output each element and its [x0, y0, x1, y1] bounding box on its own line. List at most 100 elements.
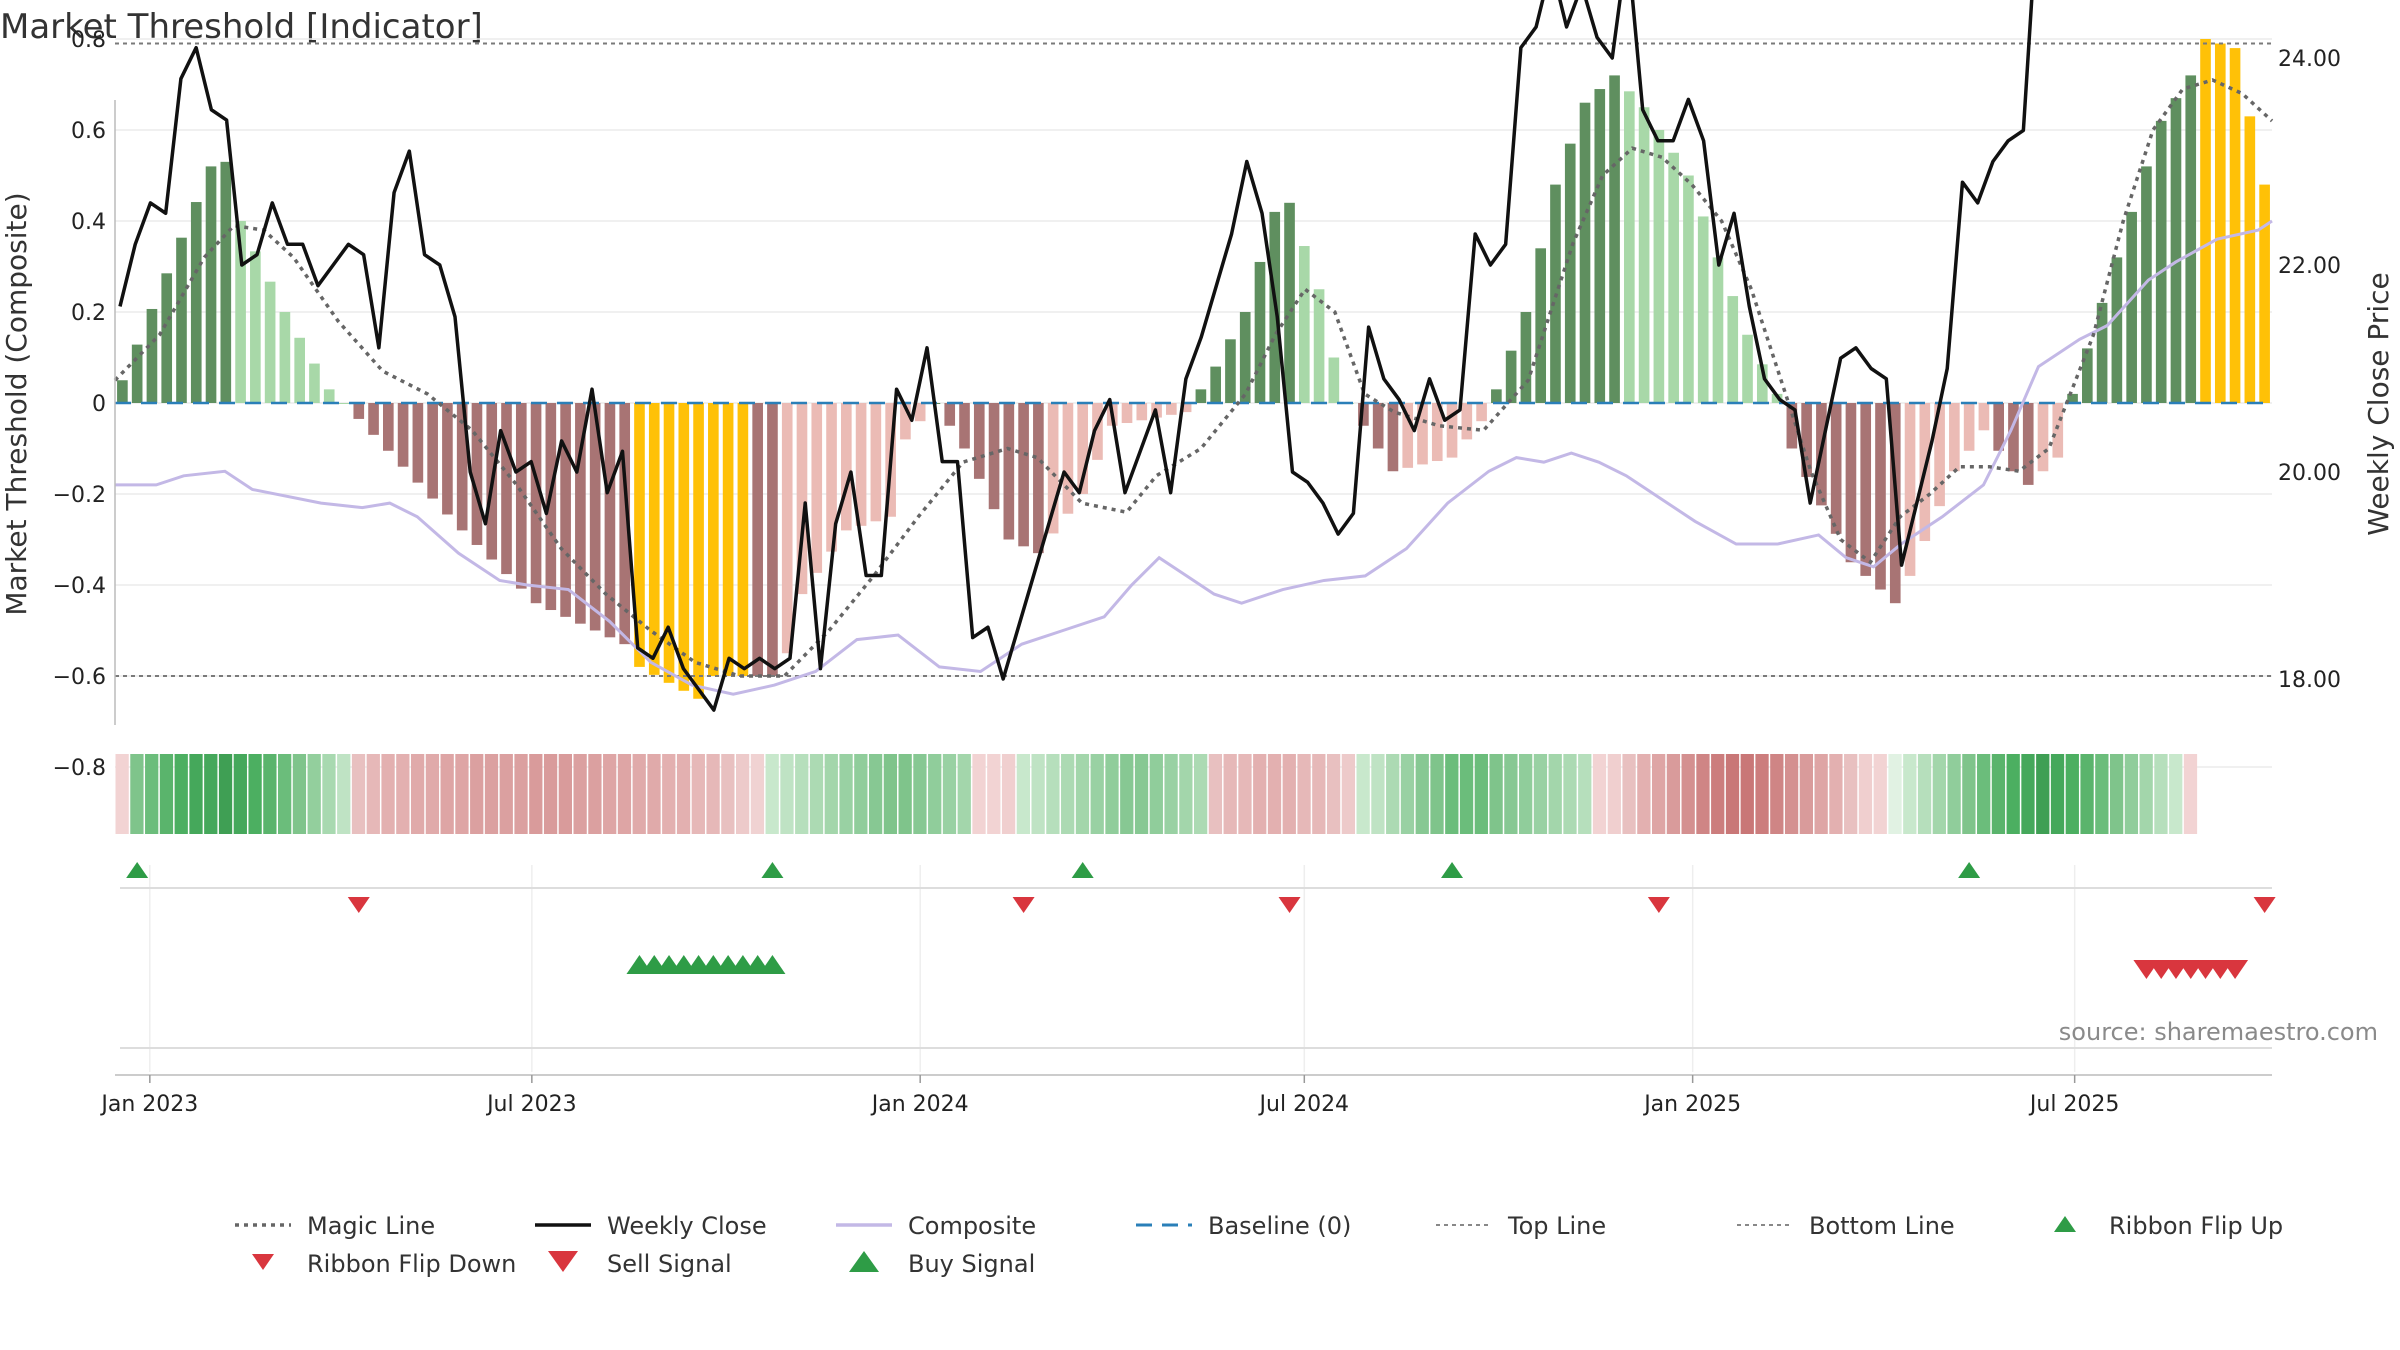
legend-label: Buy Signal: [908, 1250, 1035, 1278]
bar-week-116: [1830, 403, 1842, 534]
ribbon-cell-34: [617, 754, 632, 834]
ribbon-cell-35: [632, 754, 646, 834]
bar-week-108: [1712, 257, 1724, 403]
ribbon-cell-92: [1474, 754, 1488, 834]
bar-week-3: [161, 273, 173, 403]
ribbon-cell-50: [854, 754, 868, 834]
y-tick-label-8: −0.8: [53, 756, 106, 781]
ribbon-cell-95: [1519, 754, 1533, 834]
ribbon-flip-up-1: [761, 862, 784, 878]
bar-week-104: [1653, 130, 1665, 403]
ribbon-cell-59: [987, 754, 1001, 834]
ribbon-cell-55: [928, 754, 942, 834]
y2-axis-label: Weekly Close Price: [2362, 272, 2395, 535]
composite-line: [115, 219, 2273, 696]
ribbon-cell-27: [514, 754, 528, 834]
bar-week-8: [235, 221, 246, 403]
legend-item-baseline-0: Baseline (0): [1136, 1212, 1351, 1240]
legend-item-sell-signal: Sell Signal: [548, 1250, 732, 1278]
ribbon-cell-71: [1164, 754, 1178, 834]
ribbon-cell-67: [1105, 754, 1119, 834]
ribbon-strip: [115, 754, 2198, 834]
ribbon-cell-2: [145, 754, 159, 834]
ribbon-cell-109: [1725, 754, 1740, 834]
y-tick-label-3: 0.2: [71, 301, 106, 326]
bar-week-12: [294, 337, 305, 403]
bar-week-94: [1505, 350, 1517, 403]
ribbon-cell-21: [425, 754, 440, 834]
ribbon-cell-72: [1179, 754, 1193, 834]
source-note: source: sharemaestro.com: [2059, 1018, 2378, 1046]
bar-week-90: [1446, 403, 1458, 458]
bar-week-137: [2141, 166, 2152, 403]
bar-week-66: [1092, 403, 1103, 460]
legend-item-top-line: Top Line: [1436, 1212, 1606, 1240]
bar-week-61: [1018, 403, 1029, 547]
bar-week-106: [1683, 175, 1694, 403]
x-tick-label-1: Jul 2023: [485, 1092, 577, 1117]
ribbon-cell-137: [2139, 754, 2153, 834]
ribbon-cell-39: [691, 754, 705, 834]
bar-week-74: [1210, 366, 1221, 403]
bar-week-93: [1491, 389, 1502, 403]
ribbon-cell-88: [1415, 754, 1429, 834]
bar-week-53: [900, 403, 911, 440]
ribbon-cell-89: [1430, 754, 1444, 834]
ribbon-cell-126: [1977, 754, 1991, 834]
ribbon-cell-64: [1061, 754, 1075, 834]
ribbon-cell-12: [292, 754, 307, 834]
bar-week-79: [1284, 202, 1295, 403]
ribbon-cell-54: [913, 754, 927, 834]
ribbon-cell-6: [204, 754, 218, 834]
bar-week-119: [1875, 403, 1886, 590]
y-axis-left: 0.8 0.6 0.4 0.2 0 −0.2 −0.4 −0.6 −0.8: [53, 28, 116, 781]
ribbon-cell-23: [455, 754, 469, 834]
bar-week-75: [1225, 339, 1236, 403]
x-axis: Jan 2023 Jul 2023 Jan 2024 Jul 2024 Jan 2025…: [99, 1074, 2272, 1117]
bar-week-126: [1978, 403, 1990, 431]
x-tick-label-3: Jul 2024: [1258, 1092, 1350, 1117]
ribbon-cell-28: [529, 754, 543, 834]
ribbon-cell-8: [233, 754, 247, 834]
ribbon-cell-81: [1312, 754, 1326, 834]
ribbon-flip-up-0: [126, 862, 149, 878]
ribbon-flip-up-2: [1071, 862, 1094, 878]
bar-week-6: [205, 166, 217, 403]
weekly-close-line: [118, 0, 2034, 712]
ribbon-cell-115: [1814, 754, 1828, 834]
bar-week-30: [560, 403, 571, 617]
legend-item-magic-line: Magic Line: [235, 1212, 435, 1240]
y2-tick-label-3: 22.00: [2278, 254, 2341, 279]
x-tick-label-4: Jan 2025: [1642, 1092, 1741, 1117]
bar-week-127: [1993, 403, 2005, 451]
ribbon-cell-26: [499, 754, 513, 834]
legend-item-buy-signal: Buy Signal: [849, 1250, 1035, 1278]
bar-week-19: [397, 403, 409, 467]
y2-tick-label-2: 24.00: [2278, 47, 2341, 72]
y-tick-label-0: 0.8: [71, 28, 106, 53]
ribbon-cell-60: [1001, 754, 1016, 834]
ribbon-cell-111: [1755, 754, 1769, 834]
y2-tick-label-5: 18.00: [2278, 668, 2341, 693]
bar-week-27: [515, 403, 527, 589]
bar-week-47: [811, 403, 823, 573]
ribbon-cell-96: [1533, 754, 1548, 834]
legend-label: Sell Signal: [607, 1250, 732, 1278]
bar-week-134: [2096, 302, 2108, 403]
bar-week-29: [545, 403, 557, 611]
ribbon-cell-51: [868, 754, 883, 834]
bar-week-5: [190, 202, 202, 403]
ribbon-cell-136: [2124, 754, 2139, 834]
bar-week-45: [781, 403, 793, 654]
ribbon-flip-up-3: [1441, 862, 1464, 878]
legend-label: Ribbon Flip Up: [2109, 1212, 2283, 1240]
ribbon-cell-99: [1578, 754, 1592, 834]
ribbon-cell-65: [1075, 754, 1090, 834]
bar-week-33: [604, 403, 616, 638]
ribbon-cell-125: [1962, 754, 1976, 834]
sell-signal-6: [2222, 960, 2249, 979]
bar-week-109: [1727, 296, 1739, 403]
bar-week-117: [1845, 403, 1857, 563]
ribbon-cell-53: [898, 754, 912, 834]
